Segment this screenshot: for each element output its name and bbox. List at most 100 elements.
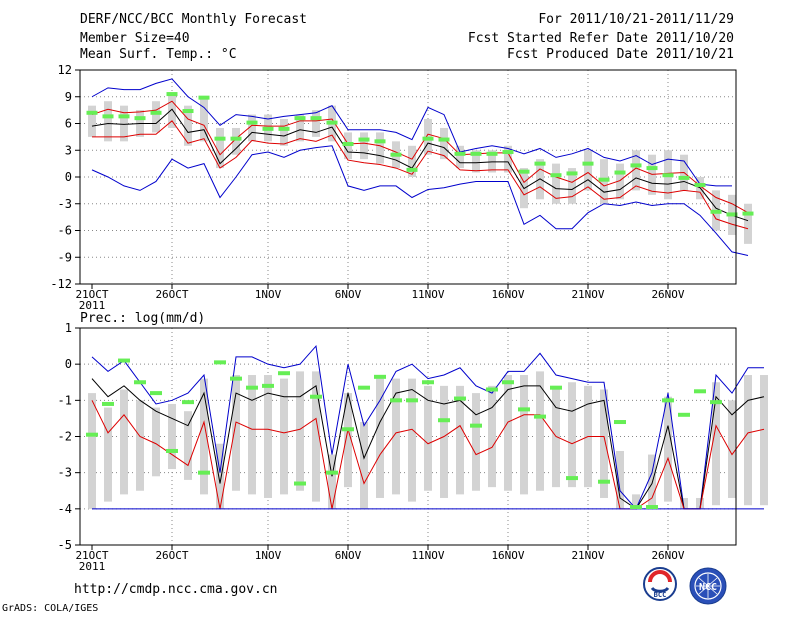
temp-series-max [91,78,732,187]
prec-ytick-label: -2 [58,430,72,444]
temp-observed-mark [678,175,690,180]
prec-spread-box [760,375,768,506]
fcst-produced-date: Fcst Produced Date 2011/10/21 [507,47,734,62]
temp-xtick-label: 21OCT [75,288,108,301]
temp-observed-mark [86,110,98,115]
temp-observed-mark [694,183,706,188]
temp-spread-box [616,163,624,200]
prec-spread-box [712,382,720,506]
prec-observed-mark [630,505,642,510]
temp-ytick-label: -6 [58,224,72,238]
temp-observed-mark [262,126,274,131]
temp-ytick-label: 12 [58,63,72,77]
prec-spread-box [344,393,352,488]
prec-ytick-label: -3 [58,466,72,480]
temp-spread-box [168,92,176,128]
prec-observed-mark [102,401,114,406]
prec-spread-box [232,375,240,491]
bcc-logo: BCC [643,567,677,601]
temp-spread-box [232,127,240,155]
temp-spread-box [376,132,384,164]
prec-spread-box [440,385,448,498]
prec-observed-mark [326,470,338,475]
temp-spread-box [184,105,192,146]
prec-spread-box [360,422,368,509]
member-size: Member Size=40 [80,31,190,46]
temp-observed-mark [646,166,658,171]
temp-spread-box [472,150,480,173]
temp-spread-box [88,105,96,137]
temp-spread-box [280,119,288,146]
prec-spread-box [424,385,432,491]
prec-spread-box [280,378,288,495]
temp-ytick-label: -12 [50,277,72,291]
temp-spread-box [200,96,208,142]
temp-ytick-label: 9 [65,90,72,104]
prec-observed-mark [678,412,690,417]
prec-spread-box [488,385,496,488]
prec-spread-box [264,375,272,498]
prec-observed-mark [182,400,194,405]
temp-spread-box [216,127,224,169]
prec-observed-mark [374,374,386,379]
prec-observed-mark [710,400,722,405]
temp-observed-mark [166,92,178,97]
temp-observed-mark [246,120,258,125]
temp-observed-mark [726,212,738,217]
temp-spread-box [744,203,752,244]
prec-series-lower [91,400,765,510]
prec-spread-box [104,407,112,502]
prec-spread-box [168,403,176,470]
prec-observed-mark [694,389,706,394]
prec-spread-box [696,497,704,509]
temp-xtick-label: 21NOV [571,288,604,301]
temp-observed-mark [102,114,114,119]
prec-observed-mark [534,414,546,419]
temp-spread-box [456,145,464,169]
temp-observed-mark [630,163,642,168]
temp-spread-box [120,105,128,142]
prec-ytick-label: -4 [58,502,72,516]
prec-spread-box [664,396,672,502]
prec-spread-box [328,454,336,509]
prec-spread-box [408,378,416,502]
temp-ytick-label: -3 [58,197,72,211]
prec-spread-box [728,400,736,498]
temp-spread-box [568,168,576,204]
prec-observed-mark [310,394,322,399]
prec-xtick-label: 6NOV [335,549,362,562]
prec-spread-box [520,375,528,495]
prec-xtick-label: 16NOV [491,549,524,562]
prec-spread-box [152,407,160,477]
temp-spread-box [152,101,160,133]
prec-spread-box [744,375,752,506]
temp-observed-mark [294,116,306,121]
prec-spread-box [184,411,192,480]
temp-spread-box [408,145,416,177]
prec-observed-mark [342,427,354,432]
temp-spread-box [440,127,448,160]
temp-xtick-label: 11NOV [411,288,444,301]
prec-observed-mark [358,385,370,390]
prec-observed-mark [390,398,402,403]
temp-observed-mark [438,137,450,142]
temp-series-min [91,145,749,256]
prec-spread-box [536,371,544,491]
prec-ytick-label: 0 [65,357,72,371]
temp-observed-mark [310,116,322,121]
temp-xtick-label: 26NOV [651,288,684,301]
temp-observed-mark [358,137,370,142]
logos: BCC NCC [643,567,727,605]
temp-spread-box [584,150,592,191]
temp-observed-mark [534,161,546,166]
prec-observed-mark [262,383,274,388]
temp-series-upper [91,100,749,214]
prec-observed-mark [470,423,482,428]
prec-observed-mark [502,380,514,385]
prec-observed-mark [518,407,530,412]
prec-series-mean [91,378,765,510]
temp-observed-mark [198,95,210,100]
temp-observed-mark [374,139,386,144]
temp-observed-mark [214,136,226,141]
